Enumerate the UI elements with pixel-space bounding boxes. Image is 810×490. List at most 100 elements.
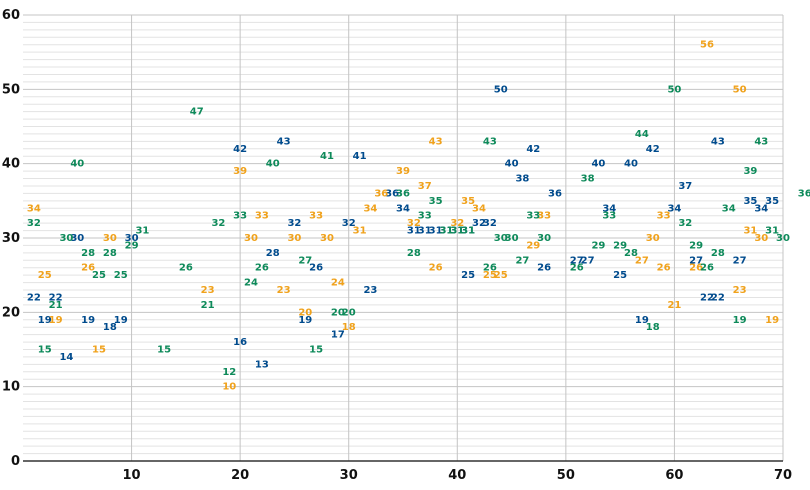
data-point-label: 30 <box>125 233 139 244</box>
data-point-label: 40 <box>624 159 638 170</box>
data-point-label: 35 <box>743 196 757 207</box>
data-point-label: 27 <box>298 255 312 266</box>
data-point-label: 35 <box>461 196 475 207</box>
data-point-label: 32 <box>450 218 464 229</box>
data-point-label: 23 <box>201 285 215 296</box>
data-point-label: 27 <box>570 255 584 266</box>
data-point-label: 30 <box>776 233 790 244</box>
y-tick-label: 40 <box>2 157 20 172</box>
data-point-label: 42 <box>646 144 660 155</box>
data-point-label: 25 <box>613 270 627 281</box>
data-point-label: 12 <box>222 367 236 378</box>
data-points: 2219221430191819304216132843321926173241… <box>27 40 810 393</box>
data-point-label: 28 <box>81 248 95 259</box>
data-point-label: 33 <box>537 211 551 222</box>
data-point-label: 36 <box>385 188 399 199</box>
data-point-label: 34 <box>722 203 736 214</box>
data-point-label: 26 <box>309 263 323 274</box>
data-point-label: 34 <box>363 203 377 214</box>
data-point-label: 31 <box>429 226 443 237</box>
data-point-label: 24 <box>244 278 258 289</box>
data-point-label: 30 <box>287 233 301 244</box>
data-point-label: 32 <box>483 218 497 229</box>
data-point-label: 20 <box>331 307 345 318</box>
data-point-label: 32 <box>472 218 486 229</box>
data-point-label: 22 <box>49 292 63 303</box>
data-point-label: 37 <box>418 181 432 192</box>
data-point-label: 21 <box>201 300 215 311</box>
data-point-label: 19 <box>114 315 128 326</box>
y-tick-label: 50 <box>2 82 20 97</box>
data-point-label: 34 <box>27 203 41 214</box>
data-point-label: 39 <box>233 166 247 177</box>
data-point-label: 23 <box>277 285 291 296</box>
minor-gridlines <box>23 21 783 455</box>
data-point-label: 47 <box>190 107 204 118</box>
data-point-label: 27 <box>733 255 747 266</box>
data-point-label: 35 <box>429 196 443 207</box>
data-point-label: 27 <box>689 255 703 266</box>
tick-labels: 0 10 20 30 40 50 60 10 20 30 40 50 60 70 <box>2 8 792 483</box>
data-point-label: 21 <box>667 300 681 311</box>
data-point-label: 19 <box>38 315 52 326</box>
y-tick-label: 30 <box>2 231 20 246</box>
data-point-label: 40 <box>70 159 84 170</box>
data-point-label: 44 <box>635 129 649 140</box>
data-point-label: 20 <box>342 307 356 318</box>
data-point-label: 26 <box>689 263 703 274</box>
data-point-label: 14 <box>59 352 73 363</box>
y-tick-label: 0 <box>11 454 20 469</box>
data-point-label: 33 <box>657 211 671 222</box>
data-point-label: 29 <box>526 240 540 251</box>
data-point-label: 31 <box>353 226 367 237</box>
y-tick-label: 20 <box>2 305 20 320</box>
x-tick-label: 50 <box>557 468 575 483</box>
data-point-label: 19 <box>765 315 779 326</box>
data-point-label: 30 <box>70 233 84 244</box>
data-point-label: 29 <box>125 240 139 251</box>
data-point-label: 27 <box>635 255 649 266</box>
data-point-label: 28 <box>624 248 638 259</box>
data-point-label: 15 <box>38 345 52 356</box>
data-point-label: 20 <box>298 307 312 318</box>
data-point-label: 18 <box>342 322 356 333</box>
data-point-label: 30 <box>244 233 258 244</box>
data-point-label: 38 <box>581 174 595 185</box>
data-point-label: 36 <box>396 188 410 199</box>
data-point-label: 38 <box>515 174 529 185</box>
data-point-label: 26 <box>657 263 671 274</box>
data-point-label: 28 <box>103 248 117 259</box>
y-tick-label: 60 <box>2 8 20 23</box>
data-point-label: 40 <box>266 159 280 170</box>
data-point-label: 15 <box>92 345 106 356</box>
data-point-label: 18 <box>646 322 660 333</box>
data-point-label: 50 <box>667 84 681 95</box>
data-point-label: 28 <box>266 248 280 259</box>
data-point-label: 25 <box>461 270 475 281</box>
data-point-label: 34 <box>754 203 768 214</box>
data-point-label: 28 <box>407 248 421 259</box>
data-point-label: 15 <box>309 345 323 356</box>
data-point-label: 26 <box>255 263 269 274</box>
data-point-label: 19 <box>635 315 649 326</box>
data-point-label: 43 <box>483 136 497 147</box>
data-point-label: 23 <box>363 285 377 296</box>
data-point-label: 15 <box>157 345 171 356</box>
data-point-label: 40 <box>591 159 605 170</box>
data-point-label: 43 <box>429 136 443 147</box>
data-point-label: 29 <box>613 240 627 251</box>
data-point-label: 32 <box>287 218 301 229</box>
data-point-label: 31 <box>439 226 453 237</box>
data-point-label: 32 <box>27 218 41 229</box>
data-point-label: 37 <box>678 181 692 192</box>
data-point-label: 34 <box>602 203 616 214</box>
x-tick-label: 40 <box>448 468 466 483</box>
data-point-label: 27 <box>515 255 529 266</box>
data-point-label: 31 <box>135 226 149 237</box>
data-point-label: 31 <box>439 226 453 237</box>
data-point-label: 31 <box>450 226 464 237</box>
x-tick-label: 10 <box>123 468 141 483</box>
data-point-label: 30 <box>494 233 508 244</box>
data-point-label: 33 <box>602 211 616 222</box>
